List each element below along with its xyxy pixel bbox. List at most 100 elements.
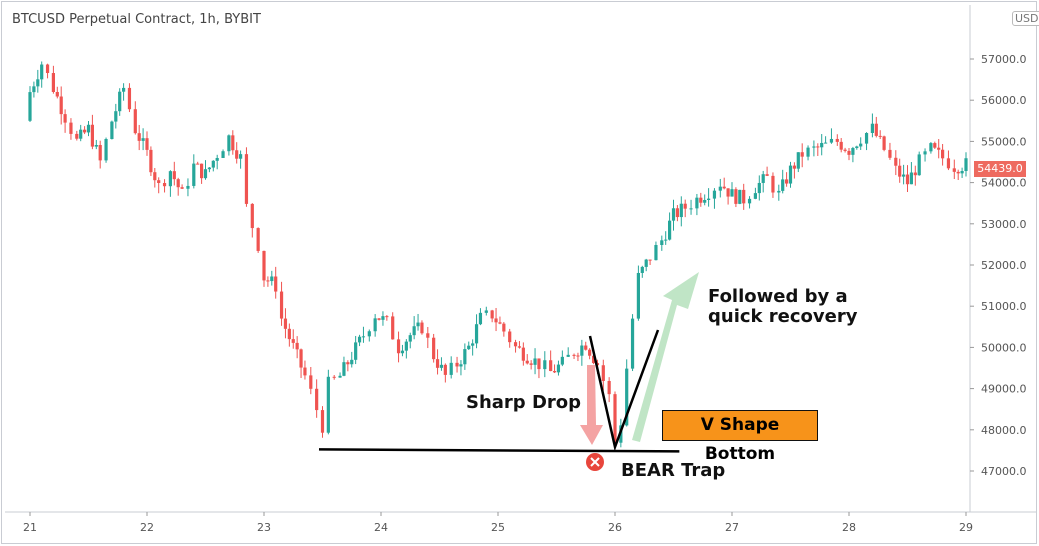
candle-body <box>757 182 761 194</box>
y-tick-label: 48000.0 <box>981 424 1027 437</box>
candle-body <box>781 179 785 191</box>
candle-body <box>385 316 389 318</box>
candle-body <box>211 160 215 168</box>
candle-body <box>291 339 295 343</box>
candle-body <box>630 318 635 369</box>
candle-body <box>800 152 804 157</box>
candle-body <box>644 259 648 267</box>
candle-body <box>952 168 956 172</box>
candle-body <box>79 129 83 139</box>
v-shape-bottom-box: V Shape Bottom <box>662 410 818 464</box>
y-tick-label: 51000.0 <box>981 300 1027 313</box>
candle-body <box>508 331 512 343</box>
candle-body <box>829 138 834 143</box>
candle-body <box>679 203 683 218</box>
candle-body <box>200 163 204 179</box>
candle-body <box>734 189 738 204</box>
candle-body <box>517 346 522 348</box>
candle-body <box>299 349 303 368</box>
x-tick-label: 21 <box>23 521 37 534</box>
candle-body <box>443 364 447 375</box>
candle-body <box>186 185 190 189</box>
candle-body <box>256 228 260 251</box>
y-tick-label: 57000.0 <box>981 53 1027 66</box>
candle-body <box>168 171 172 187</box>
candle-body <box>354 342 358 360</box>
candle-body <box>946 158 951 169</box>
candle-body <box>449 362 453 375</box>
candle-body <box>695 197 699 209</box>
candle-body <box>400 350 405 354</box>
candle-body <box>172 171 176 180</box>
candle-body <box>396 339 401 354</box>
candle-body <box>785 179 789 184</box>
candle-body <box>654 244 658 261</box>
candle-body <box>937 147 941 150</box>
candle-body <box>537 358 541 370</box>
candle-body <box>765 174 769 176</box>
candle-body <box>675 208 679 218</box>
candle-body <box>956 171 960 174</box>
candle-body <box>28 92 32 121</box>
candle-body <box>63 114 67 123</box>
candle-body <box>391 316 395 340</box>
x-tick-label: 27 <box>725 521 739 534</box>
candle-body <box>742 189 746 204</box>
candle-body <box>326 376 330 433</box>
candle-body <box>377 318 381 320</box>
candle-body <box>320 410 325 433</box>
candle-body <box>816 146 820 148</box>
candle-body <box>722 186 726 189</box>
candle-body <box>812 146 816 148</box>
drop-arrow-icon <box>580 365 603 445</box>
candle-body <box>806 147 810 157</box>
candle-body <box>122 87 126 92</box>
candle-body <box>157 180 161 184</box>
candle-body <box>671 208 676 221</box>
candle-body <box>367 331 371 337</box>
y-tick-label: 56000.0 <box>981 94 1027 107</box>
candle-body <box>373 318 377 332</box>
candle-body <box>707 198 711 200</box>
candle-body <box>771 175 775 193</box>
currency-button[interactable]: USD <box>1012 11 1039 26</box>
candle-body <box>905 174 910 185</box>
candle-body <box>75 133 79 139</box>
candle-body <box>357 336 362 343</box>
candle-body <box>898 165 902 177</box>
candle-body <box>689 208 693 210</box>
x-tick-label: 28 <box>842 521 856 534</box>
candle-body <box>640 266 644 273</box>
candle-body <box>855 146 859 149</box>
candle-body <box>90 124 94 147</box>
candle-body <box>874 123 878 136</box>
candle-body <box>114 111 118 122</box>
candle-body <box>118 91 122 112</box>
candle-body <box>851 148 855 155</box>
candle-body <box>613 394 617 443</box>
candle-body <box>94 144 98 147</box>
candle-body <box>513 342 518 347</box>
candle-body <box>902 174 906 177</box>
candle-body <box>416 322 420 327</box>
candle-body <box>502 323 506 332</box>
candle-body <box>83 129 87 133</box>
candle-body <box>36 79 40 87</box>
candle-body <box>381 316 385 320</box>
candle-body <box>459 364 463 367</box>
candle-body <box>231 135 235 151</box>
v-shape-lines <box>588 329 660 452</box>
candle-body <box>32 86 36 93</box>
candle-body <box>55 91 59 97</box>
candle-body <box>287 328 291 340</box>
chart-title: BTCUSD Perpetual Contract, 1h, BYBIT <box>12 12 261 27</box>
candle-body <box>59 96 63 115</box>
candle-body <box>467 345 471 350</box>
candle-body <box>435 359 440 368</box>
recovery-label-line1: Followed by a <box>708 286 848 307</box>
candle-body <box>420 322 424 334</box>
candle-body <box>964 158 968 171</box>
candle-body <box>192 163 196 186</box>
candle-body <box>607 380 611 395</box>
